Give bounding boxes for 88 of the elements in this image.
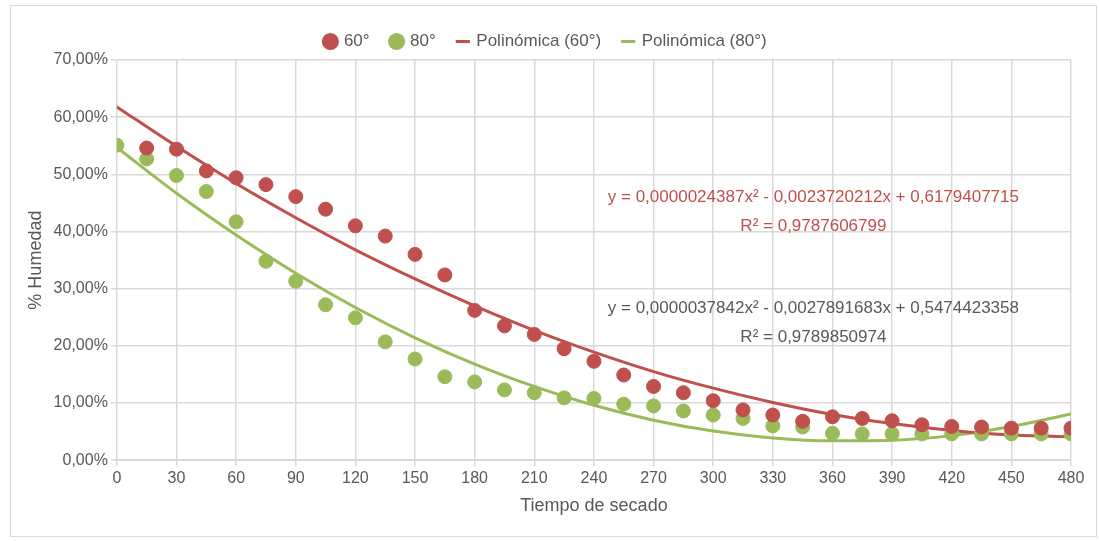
point <box>139 140 155 156</box>
point <box>1003 420 1019 436</box>
point <box>318 201 334 217</box>
x-tick-label: 420 <box>938 469 966 487</box>
y-tick-label: 0,00% <box>62 450 108 468</box>
point <box>854 410 870 426</box>
point <box>407 351 423 367</box>
point <box>765 407 781 423</box>
x-tick-label: 180 <box>461 469 489 487</box>
point <box>169 167 184 183</box>
point <box>169 141 184 157</box>
annotation: R² = 0,9789850974 <box>740 327 887 347</box>
point <box>586 390 602 406</box>
point <box>496 382 512 398</box>
point <box>467 374 483 390</box>
point <box>854 426 870 442</box>
point <box>526 385 542 401</box>
point <box>377 334 393 350</box>
point <box>735 402 751 418</box>
y-tick-label: 70,00% <box>53 50 108 68</box>
point <box>556 390 572 406</box>
point <box>288 189 304 205</box>
annotation: y = 0,0000024387x² - 0,0023720212x + 0,6179407715 <box>607 187 1019 207</box>
y-tick-label: 60,00% <box>53 107 108 125</box>
y-axis-title: % Humedad <box>24 210 45 310</box>
x-tick-label: 240 <box>580 469 608 487</box>
x-tick-label: 30 <box>167 469 186 487</box>
annotation: R² = 0,9787606799 <box>740 216 887 236</box>
legend-label: 60° <box>343 31 370 51</box>
x-tick-label: 120 <box>342 469 369 487</box>
point <box>318 297 334 313</box>
x-tick-label: 90 <box>286 469 305 487</box>
x-tick-label: 210 <box>520 469 548 487</box>
point <box>884 413 900 429</box>
point <box>258 177 274 193</box>
annotation: y = 0,0000037842x² - 0,0027891683x + 0,5474423358 <box>607 297 1019 317</box>
x-tick-label: 150 <box>401 469 429 487</box>
point <box>198 183 214 199</box>
point <box>646 398 662 414</box>
legend-label: Polinómica (60°) <box>476 31 602 51</box>
y-tick-label: 50,00% <box>53 164 108 182</box>
point <box>407 246 423 262</box>
point <box>974 419 990 435</box>
point <box>616 367 632 383</box>
point <box>377 228 393 244</box>
y-tick-label: 20,00% <box>53 336 108 354</box>
legend-label: 80° <box>410 31 436 51</box>
point <box>467 302 483 318</box>
point <box>646 378 662 394</box>
point <box>228 214 244 230</box>
point <box>944 418 960 434</box>
point <box>1033 420 1049 436</box>
point <box>437 369 453 385</box>
point <box>824 425 840 441</box>
legend-label: Polinómica (80°) <box>641 31 767 51</box>
point <box>437 267 453 283</box>
point <box>586 353 602 369</box>
x-tick-label: 330 <box>759 469 787 487</box>
point <box>675 385 691 401</box>
point <box>556 341 572 357</box>
point <box>616 396 632 412</box>
x-tick-label: 390 <box>878 469 906 487</box>
y-tick-label: 30,00% <box>53 279 108 297</box>
x-tick-label: 480 <box>1057 469 1085 487</box>
point <box>347 218 363 234</box>
x-tick-label: 450 <box>998 469 1025 487</box>
y-tick-label: 10,00% <box>53 393 108 411</box>
point <box>496 318 512 334</box>
point <box>288 273 304 289</box>
point <box>914 417 930 433</box>
y-tick-label: 40,00% <box>53 221 108 239</box>
point <box>705 407 721 423</box>
point <box>198 163 214 179</box>
point <box>228 170 244 186</box>
x-tick-label: 60 <box>227 469 246 487</box>
x-tick-label: 0 <box>112 469 122 487</box>
x-tick-label: 360 <box>819 469 846 487</box>
point <box>675 403 691 419</box>
point <box>884 426 900 442</box>
point <box>705 393 721 409</box>
x-tick-label: 300 <box>699 469 727 487</box>
point <box>258 253 274 269</box>
point <box>526 326 542 342</box>
x-axis-title: Tiempo de secado <box>520 495 668 516</box>
point <box>824 409 840 425</box>
point <box>795 413 811 429</box>
x-tick-label: 270 <box>640 469 668 487</box>
point <box>347 310 363 326</box>
